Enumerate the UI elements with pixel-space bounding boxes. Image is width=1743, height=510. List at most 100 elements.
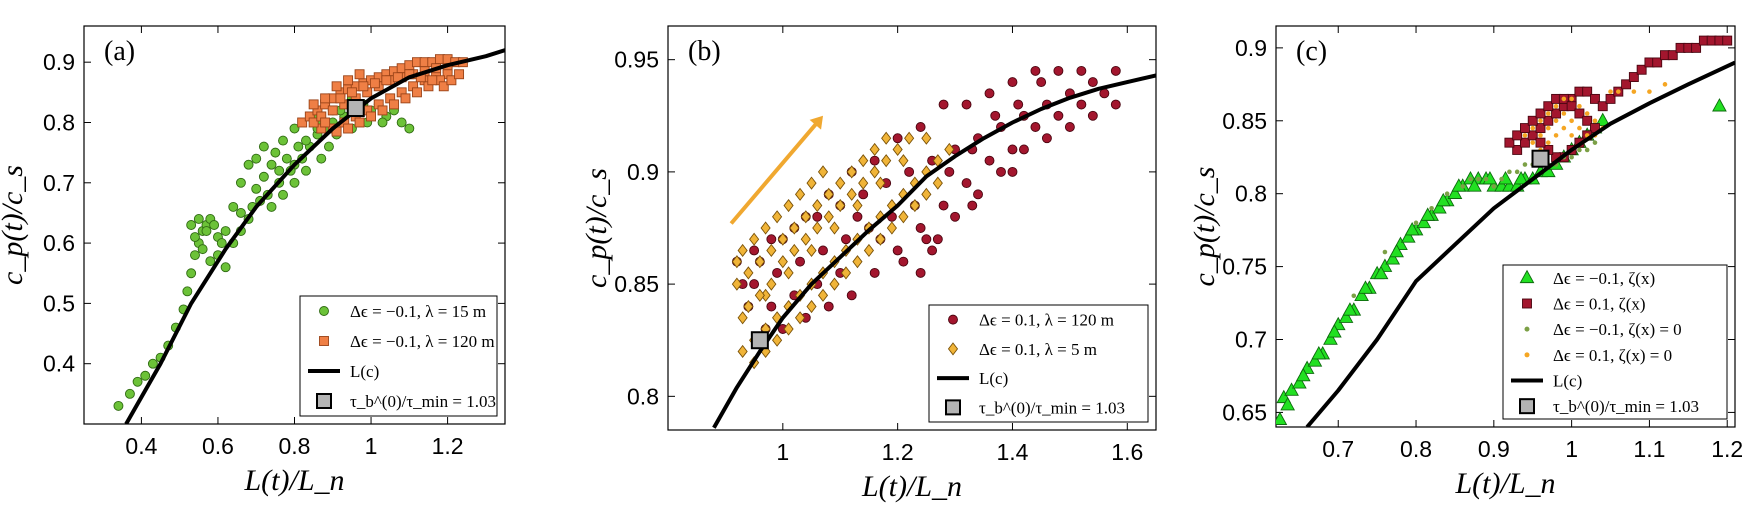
data-point (1545, 111, 1551, 116)
legend-entry: Δϵ = 0.1, ζ(x) = 0 (1524, 346, 1672, 365)
panel-c: 0.7 0.8 0.9 1 1.1 1.2 0.65 0.7 0.75 0.8 0.85 0.9 (c)… (1188, 25, 1743, 500)
data-point (812, 211, 823, 222)
data-point (323, 141, 334, 152)
data-point (1527, 115, 1538, 126)
data-point (1041, 133, 1052, 144)
y-tick-label: 0.8 (1235, 181, 1267, 207)
data-point (1647, 89, 1652, 94)
data-point (967, 200, 978, 211)
data-point (909, 198, 920, 213)
data-point (737, 311, 748, 325)
data-point (1007, 166, 1018, 177)
data-point (1569, 133, 1574, 138)
legend-entry: Δϵ = 0.1, λ = 5 m (947, 340, 1097, 359)
data-point (794, 187, 806, 201)
legend-entry: L(c) (1511, 372, 1582, 391)
legend-label: Δϵ = −0.1, ζ(x) (1553, 269, 1655, 288)
data-point (1512, 130, 1523, 141)
data-point (1543, 115, 1554, 126)
data-point (186, 268, 197, 279)
legend-label: Δϵ = −0.1, λ = 120 m (350, 332, 495, 351)
data-point (220, 226, 231, 236)
data-point (278, 189, 288, 200)
x-tick-label: 1.6 (1111, 439, 1143, 465)
x-tick-label: 0.6 (202, 433, 234, 459)
data-point (1276, 411, 1288, 425)
data-point (358, 81, 369, 92)
data-point (190, 250, 200, 261)
data-point (1053, 65, 1064, 76)
data-point (335, 93, 346, 104)
data-point (1338, 309, 1354, 323)
data-point (289, 123, 300, 134)
data-point (881, 131, 892, 145)
y-tick-label: 0.7 (43, 170, 75, 196)
data-point (984, 88, 995, 99)
data-point (1569, 118, 1574, 124)
data-point (749, 232, 760, 246)
data-point (760, 221, 771, 235)
data-point (205, 256, 216, 267)
data-point (961, 178, 972, 189)
x-tick-label: 1 (1565, 436, 1578, 462)
data-point (806, 299, 817, 314)
data-point (113, 400, 124, 411)
data-point (875, 176, 886, 190)
data-point (754, 255, 765, 269)
data-point (840, 266, 852, 280)
data-point (1013, 99, 1024, 110)
data-point (124, 388, 135, 399)
x-tick-label: 0.7 (1322, 436, 1354, 462)
x-axis-label: L(t)/L_n (1454, 467, 1555, 500)
data-point (932, 234, 943, 245)
data-point (731, 255, 742, 269)
data-point (1545, 140, 1551, 145)
data-point (1007, 77, 1018, 88)
data-point (875, 232, 886, 246)
legend-label: τ_b^(0)/τ_min = 1.03 (350, 392, 496, 411)
data-point (1514, 169, 1520, 175)
x-tick-label: 1.2 (432, 433, 464, 459)
data-point (852, 211, 863, 222)
x-axis-label: L(t)/L_n (243, 464, 344, 497)
y-tick-label: 0.5 (43, 290, 75, 316)
data-point (1590, 93, 1600, 104)
data-point (766, 301, 777, 312)
y-tick-label: 0.85 (614, 271, 659, 297)
data-point (1400, 229, 1416, 243)
data-point (377, 117, 388, 128)
data-point (783, 198, 794, 213)
data-point (438, 81, 449, 92)
y-tick-label: 0.95 (614, 47, 659, 73)
data-point (308, 117, 319, 128)
plot-area (113, 48, 505, 424)
x-tick-label: 0.9 (1478, 436, 1510, 462)
data-point (1404, 222, 1420, 236)
data-point (743, 266, 754, 280)
data-point (789, 243, 800, 258)
data-point (346, 87, 357, 98)
data-point (852, 255, 863, 269)
data-point (858, 154, 869, 168)
data-point (1468, 176, 1473, 182)
data-point (297, 117, 308, 128)
data-point (209, 220, 220, 230)
data-point (266, 201, 277, 212)
data-point (927, 245, 938, 256)
legend-swatch (1524, 352, 1530, 358)
data-point (795, 256, 805, 267)
legend-swatch-square (945, 399, 961, 416)
data-point (1076, 99, 1087, 110)
data-point (301, 135, 311, 146)
data-point (772, 267, 783, 278)
data-point (1507, 169, 1512, 175)
data-point (737, 344, 748, 359)
data-point (1553, 103, 1559, 109)
x-tick-label: 1.2 (882, 439, 914, 465)
data-point (754, 288, 765, 302)
data-point (766, 243, 777, 258)
x-tick-label: 1.1 (1633, 436, 1665, 462)
y-tick-label: 0.8 (627, 383, 659, 409)
data-point (1110, 99, 1121, 110)
